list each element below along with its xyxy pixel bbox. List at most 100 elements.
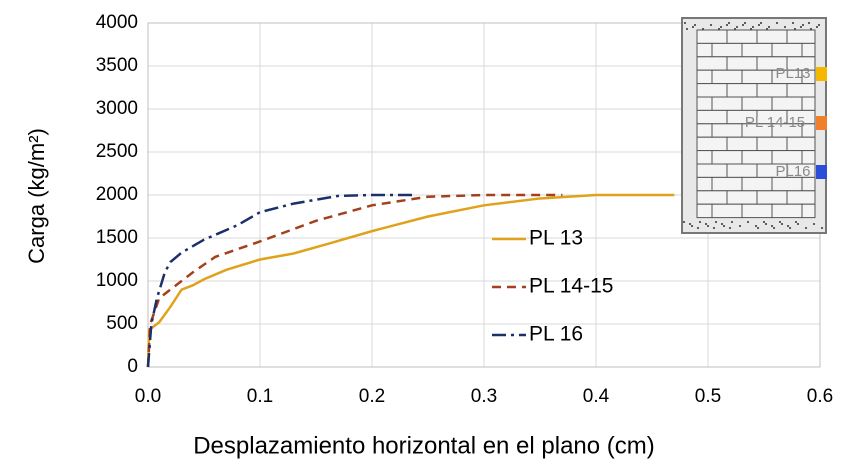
inset-speck (821, 227, 823, 229)
legend-label: PL 13 (529, 227, 583, 250)
inset-brick (726, 190, 758, 205)
inset-brick (711, 150, 743, 165)
inset-speck (757, 227, 759, 229)
inset-speck (771, 225, 773, 227)
y-tick-label: 0 (127, 356, 138, 377)
x-tick-label: 0.4 (583, 386, 610, 407)
inset-speck (713, 227, 715, 229)
inset-speck (692, 26, 694, 28)
y-tick-label: 3500 (96, 55, 138, 76)
inset-speck (731, 221, 733, 223)
inset-speck (752, 26, 754, 28)
inset-label: PL13 (775, 65, 810, 82)
inset-speck (765, 223, 767, 225)
line (146, 193, 563, 368)
inset-brick (726, 29, 758, 44)
y-axis-label: Carga (kg/m²) (24, 128, 49, 264)
inset-speck (684, 22, 686, 24)
inset-speck (697, 227, 699, 229)
inset-brick (771, 42, 803, 58)
inset-speck (813, 223, 815, 225)
inset-speck (795, 221, 797, 223)
x-tick-label: 0.0 (135, 386, 161, 407)
inset-speck (723, 225, 725, 227)
inset-brick (741, 69, 773, 85)
inset-speck (702, 28, 704, 30)
inset-speck (779, 221, 781, 223)
line (146, 193, 675, 368)
inset-brick (696, 42, 713, 58)
inset-brick (696, 109, 728, 125)
inset-speck (808, 22, 810, 24)
inset-speck (736, 26, 738, 28)
y-tick-label: 4000 (96, 12, 138, 33)
inset-speck (691, 225, 693, 227)
inset-speck (816, 26, 818, 28)
y-tick-label: 2000 (96, 184, 138, 205)
inset-speck (787, 225, 789, 227)
inset-brick (726, 163, 758, 178)
inset-brick (756, 136, 788, 152)
inset-brick (741, 150, 773, 165)
inset-speck (789, 227, 791, 229)
inset-brick (726, 83, 758, 98)
inset-speck (718, 28, 720, 30)
inset-marker (816, 116, 827, 130)
inset-brick (696, 123, 713, 138)
inset-brick (756, 29, 788, 44)
inset-brick (696, 176, 713, 192)
inset-speck (750, 28, 752, 30)
inset-brick (786, 83, 816, 98)
inset-speck (800, 26, 802, 28)
inset-speck (766, 28, 768, 30)
inset-speck (726, 24, 728, 26)
inset-brick (711, 176, 743, 192)
x-tick-label: 0.6 (807, 386, 833, 407)
inset-brick (696, 96, 713, 111)
inset-brick (756, 190, 788, 205)
inset-speck (699, 221, 701, 223)
inset-speck (729, 227, 731, 229)
inset-brick (696, 29, 728, 44)
inset-brick (741, 96, 773, 111)
y-tick-label: 2500 (96, 141, 138, 162)
inset-brick (801, 203, 816, 219)
inset-speck (755, 225, 757, 227)
inset-brick (741, 176, 773, 192)
x-axis-label: Desplazamiento horizontal en el plano (c… (193, 432, 655, 459)
y-tick-label: 1000 (96, 270, 138, 291)
inset-speck (784, 26, 786, 28)
inset-speck (760, 22, 762, 24)
inset-speck (710, 24, 712, 26)
inset-speck (744, 22, 746, 24)
line (146, 193, 417, 368)
inset-brick (711, 42, 743, 58)
inset-speck (739, 225, 741, 227)
inset-brick (696, 203, 713, 219)
inset-brick (756, 83, 788, 98)
legend-label: PL 14-15 (529, 275, 613, 298)
inset-brick (696, 83, 728, 98)
inset: PL13 PL 14-15 PL16 (681, 17, 827, 234)
x-tick-label: 0.5 (695, 386, 721, 407)
y-tick-label: 1500 (96, 227, 138, 248)
inset-speck (747, 221, 749, 223)
inset-speck (720, 26, 722, 28)
inset-speck (794, 28, 796, 30)
inset-brick (786, 136, 816, 152)
inset-brick (726, 136, 758, 152)
legend-label: PL 16 (529, 323, 583, 346)
inset-brick (711, 203, 743, 219)
inset-speck (683, 221, 685, 223)
inset-brick (801, 96, 816, 111)
inset-speck (758, 24, 760, 26)
inset-brick (696, 150, 713, 165)
inset-speck (781, 223, 783, 225)
inset-speck (810, 28, 812, 30)
inset-speck (802, 24, 804, 26)
x-tick-label: 0.2 (359, 386, 385, 407)
inset-brick (696, 136, 728, 152)
x-tick-label: 0.1 (247, 386, 273, 407)
